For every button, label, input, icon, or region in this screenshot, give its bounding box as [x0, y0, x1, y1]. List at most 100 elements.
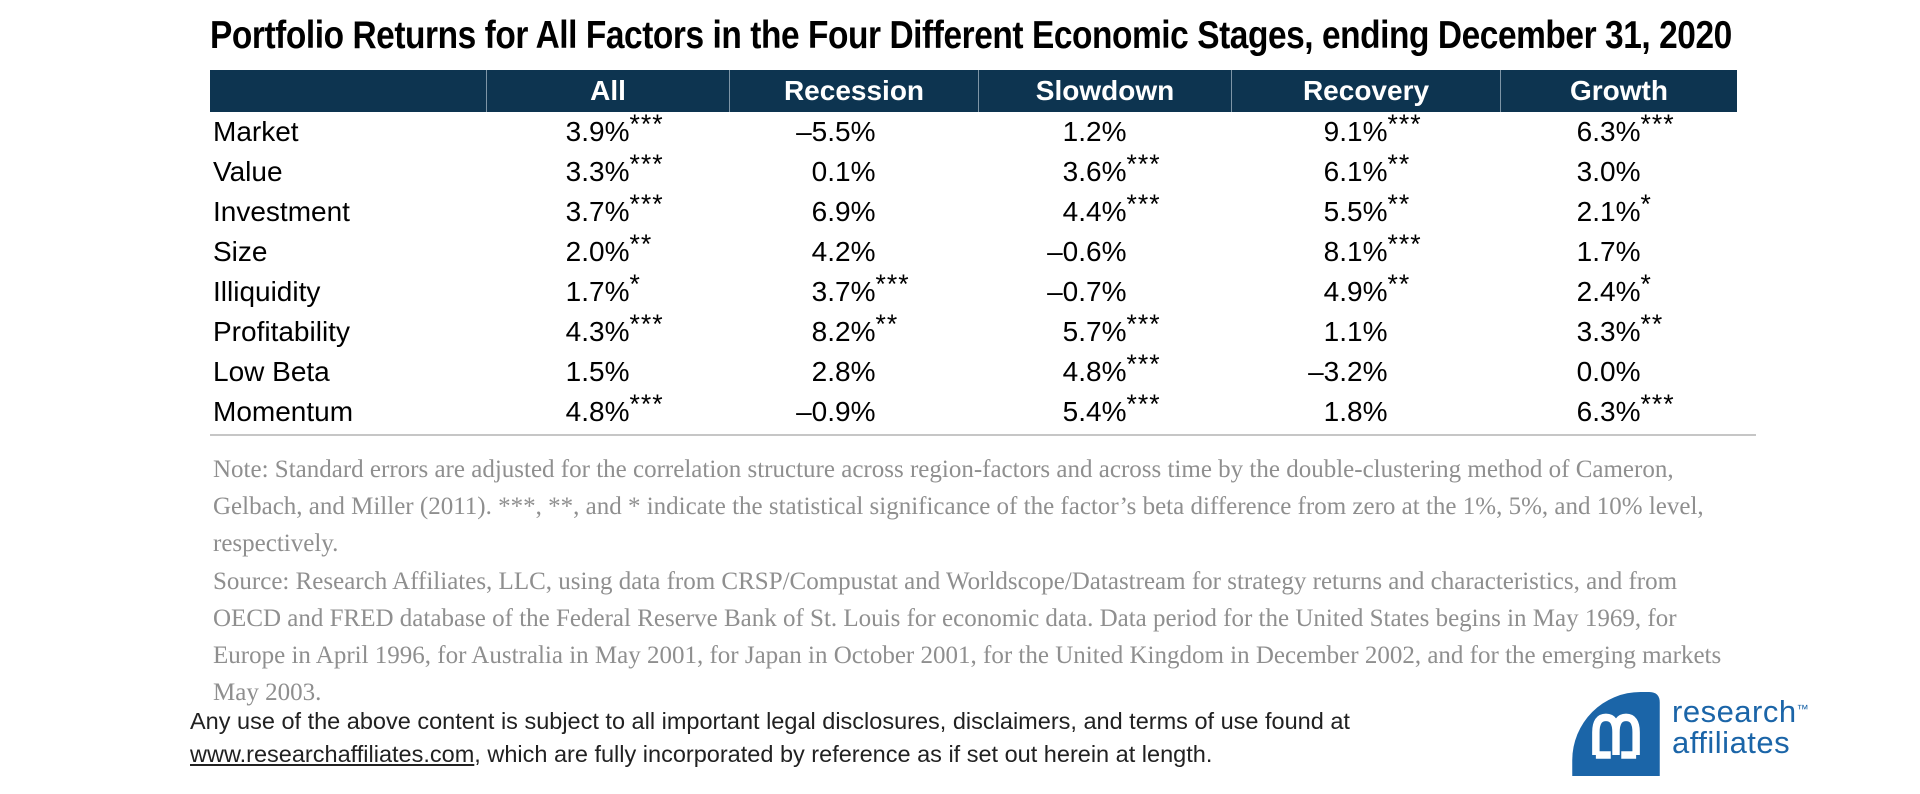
value-cell: 4.3% *** [486, 309, 729, 352]
value-number: 3.7% [811, 276, 876, 307]
significance-stars: *** [629, 109, 664, 140]
factor-label: Low Beta [213, 356, 330, 387]
value-cell: 3.7% *** [729, 269, 978, 312]
table-header-row: All Recession Slowdown Recovery Growth [210, 70, 1737, 112]
significance-stars: ** [1387, 269, 1411, 300]
value-cell: 2.0% ** [486, 229, 729, 272]
value-cell: 3.0% [1500, 152, 1737, 192]
value-cell: –0.9% [729, 392, 978, 432]
value-number: 2.0% [565, 236, 630, 267]
significance-stars: * [1640, 269, 1652, 300]
value-cell: 4.8% *** [978, 349, 1231, 392]
factor-label: Momentum [213, 396, 354, 427]
value-number: 2.8% [811, 356, 876, 387]
value-number: 6.3% [1576, 116, 1641, 147]
factor-label: Investment [213, 196, 350, 227]
logo-wordmark: research™ affiliates [1672, 696, 1809, 758]
value-cell: 5.7% *** [978, 309, 1231, 352]
value-number: –0.9% [796, 396, 876, 427]
value-cell: 9.1% *** [1231, 109, 1500, 152]
logo-word-affiliates: affiliates [1672, 725, 1791, 760]
value-cell: 1.1% [1231, 312, 1500, 352]
value-cell: 0.1% [729, 152, 978, 192]
significance-stars: ** [1387, 149, 1411, 180]
value-number: 5.4% [1062, 396, 1127, 427]
ra-logo-icon [1572, 692, 1660, 776]
legal-disclaimer: Any use of the above content is subject … [190, 705, 1350, 771]
significance-stars: *** [1387, 109, 1422, 140]
value-cell: 3.6% *** [978, 149, 1231, 192]
note-paragraph: Note: Standard errors are adjusted for t… [213, 451, 1704, 562]
value-cell: 2.1% * [1500, 189, 1737, 232]
value-cell: 3.7% *** [486, 189, 729, 232]
researchaffiliates-link[interactable]: www.researchaffiliates.com [190, 741, 475, 767]
value-number: 1.7% [565, 276, 630, 307]
value-number: 4.8% [1062, 356, 1127, 387]
factor-label: Market [213, 116, 299, 147]
source-line: OECD and FRED database of the Federal Re… [213, 605, 1677, 632]
source-line: Source: Research Affiliates, LLC, using … [213, 568, 1678, 595]
table-row: Value 3.3% *** 0.1% 3.6% *** 6.1% ** 3.0% [210, 149, 1737, 192]
value-number: 3.7% [565, 196, 630, 227]
value-number: 9.1% [1323, 116, 1388, 147]
value-number: 5.7% [1062, 316, 1127, 347]
factor-label: Profitability [213, 316, 350, 347]
value-cell: 4.2% [729, 232, 978, 272]
significance-stars: *** [875, 269, 910, 300]
table-bottom-rule [210, 434, 1756, 436]
table-row: Market 3.9% *** –5.5% 1.2% 9.1% *** 6.3% **… [210, 109, 1737, 152]
note-line: respectively. [213, 530, 339, 557]
value-number: 4.3% [565, 316, 630, 347]
value-number: –0.7% [1047, 276, 1127, 307]
value-number: 2.4% [1576, 276, 1641, 307]
value-number: 1.1% [1323, 316, 1388, 347]
value-number: 6.3% [1576, 396, 1641, 427]
value-cell: 6.3% *** [1500, 389, 1737, 432]
value-number: 3.0% [1576, 156, 1641, 187]
factor-label: Value [213, 156, 283, 187]
value-number: 6.1% [1323, 156, 1388, 187]
value-number: 3.3% [1576, 316, 1641, 347]
value-cell: –3.2% [1231, 352, 1500, 392]
source-line: Europe in April 1996, for Australia in M… [213, 642, 1722, 669]
value-number: 2.1% [1576, 196, 1641, 227]
value-cell: 0.0% [1500, 352, 1737, 392]
value-cell: 3.3% *** [486, 149, 729, 192]
table-row: Illiquidity 1.7% * 3.7% *** –0.7% 4.9% ** 2… [210, 269, 1737, 312]
value-cell: 4.8% *** [486, 389, 729, 432]
value-number: 1.7% [1576, 236, 1641, 267]
note-line: Note: Standard errors are adjusted for t… [213, 456, 1674, 483]
logo-word-research: research [1672, 694, 1797, 729]
value-cell: 5.4% *** [978, 389, 1231, 432]
value-number: 4.4% [1062, 196, 1127, 227]
significance-stars: *** [629, 149, 664, 180]
significance-stars: *** [629, 189, 664, 220]
value-cell: –5.5% [729, 112, 978, 152]
value-cell: 1.5% [486, 352, 729, 392]
value-cell: 3.3% ** [1500, 309, 1737, 352]
value-number: 1.8% [1323, 396, 1388, 427]
trademark-symbol: ™ [1796, 702, 1810, 716]
value-cell: 8.2% ** [729, 309, 978, 352]
value-cell: 1.7% [1500, 232, 1737, 272]
table-row: Profitability 4.3% *** 8.2% ** 5.7% *** 1.1… [210, 309, 1737, 352]
value-number: –3.2% [1308, 356, 1388, 387]
value-cell: 3.9% *** [486, 109, 729, 152]
significance-stars: *** [1387, 229, 1422, 260]
value-number: 3.3% [565, 156, 630, 187]
factor-label: Illiquidity [213, 276, 321, 307]
value-cell: 1.8% [1231, 392, 1500, 432]
value-number: 4.2% [811, 236, 876, 267]
significance-stars: *** [1640, 389, 1675, 420]
significance-stars: ** [875, 309, 899, 340]
column-header-recession: Recession [729, 70, 978, 112]
value-number: 5.5% [1323, 196, 1388, 227]
significance-stars: *** [1126, 189, 1161, 220]
value-cell: –0.6% [978, 232, 1231, 272]
significance-stars: *** [1126, 309, 1161, 340]
value-cell: 2.4% * [1500, 269, 1737, 312]
value-number: 1.2% [1062, 116, 1127, 147]
figure-title: Portfolio Returns for All Factors in the… [210, 14, 1732, 57]
significance-stars: *** [629, 309, 664, 340]
